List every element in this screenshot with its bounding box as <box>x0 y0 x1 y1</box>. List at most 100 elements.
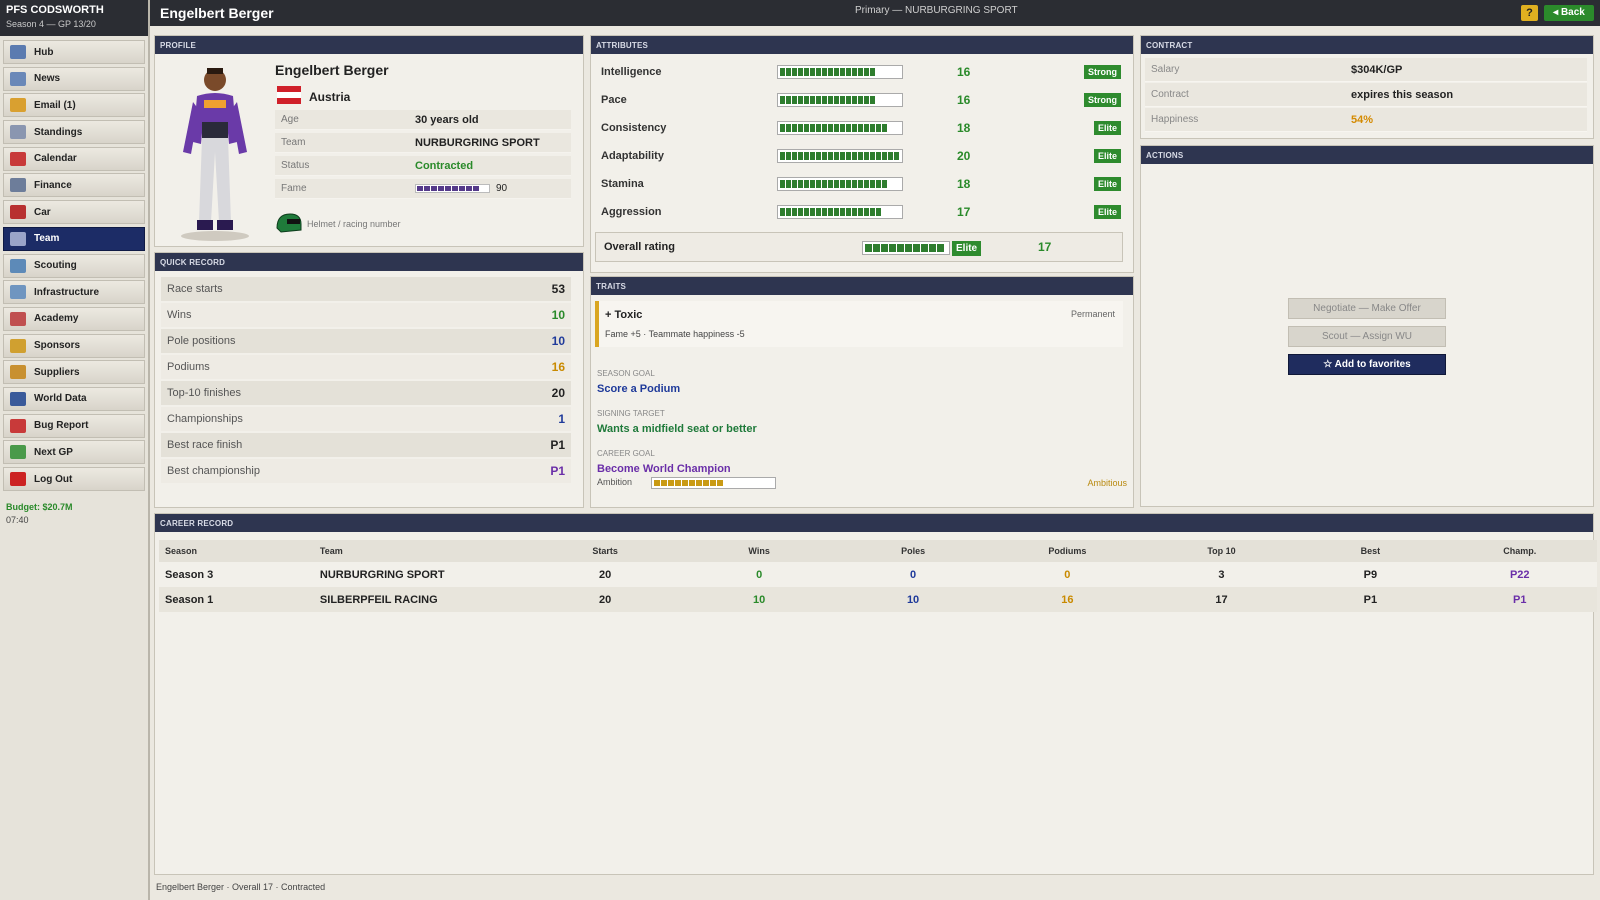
table-cell: 0 <box>836 562 991 587</box>
sidebar-item-scouting[interactable]: Scouting <box>3 253 145 278</box>
fame-segment <box>431 186 437 191</box>
quick-record-value: 16 <box>551 360 565 374</box>
attribute-bar <box>777 121 903 135</box>
attribute-bar-segment <box>846 152 851 160</box>
sidebar-item-car[interactable]: Car <box>3 200 145 225</box>
attribute-bar-segment <box>786 68 791 76</box>
back-button[interactable]: ◂ Back <box>1544 5 1594 21</box>
sidebar-item-infrastructure[interactable]: Infrastructure <box>3 280 145 305</box>
attribute-bar-segment <box>846 68 851 76</box>
sidebar-item-next-gp[interactable]: Next GP <box>3 440 145 465</box>
sidebar-item-standings[interactable]: Standings <box>3 120 145 145</box>
attribute-bar-segment <box>834 180 839 188</box>
career-record-header: CAREER RECORD <box>155 514 1593 532</box>
sidebar-item-sponsors[interactable]: Sponsors <box>3 333 145 358</box>
quick-record-row: Best championship P1 <box>161 459 571 483</box>
attribute-bar-segment <box>858 124 863 132</box>
sidebar-item-suppliers[interactable]: Suppliers <box>3 360 145 385</box>
overall-bar-segment <box>905 244 912 252</box>
attribute-bar-segment <box>822 208 827 216</box>
sidebar-item-academy[interactable]: Academy <box>3 306 145 331</box>
sidebar-item-log-out[interactable]: Log Out <box>3 467 145 491</box>
driver-country: Austria <box>309 90 351 104</box>
attribute-bar-segment <box>792 68 797 76</box>
attribute-bar-segment <box>888 152 893 160</box>
table-cell: 20 <box>528 587 683 612</box>
helmet-icon <box>276 213 302 233</box>
fame-value: 90 <box>496 183 508 194</box>
suppliers-icon <box>10 365 26 380</box>
sidebar-item-news[interactable]: News <box>3 66 145 91</box>
profile-header: PROFILE <box>155 36 583 54</box>
attribute-bar-segment <box>840 208 845 216</box>
sidebar-item-label: Team <box>34 233 60 245</box>
profile-label: Age <box>281 114 299 125</box>
quick-record-row: Race starts 53 <box>161 277 571 301</box>
profile-value: 30 years old <box>415 113 479 126</box>
fame-segment <box>417 186 423 191</box>
quick-record-header: QUICK RECORD <box>155 253 583 271</box>
help-button[interactable]: ? <box>1521 5 1538 21</box>
attribute-bar-segment <box>846 208 851 216</box>
table-cell: 0 <box>990 562 1145 587</box>
profile-row-age: Age 30 years old <box>275 110 571 130</box>
attribute-bar-segment <box>810 180 815 188</box>
sidebar-item-hub[interactable]: Hub <box>3 40 145 64</box>
attribute-bar <box>777 205 903 219</box>
sidebar-item-label: World Data <box>34 393 87 405</box>
scout-button[interactable]: Scout — Assign WU <box>1288 326 1446 347</box>
attribute-bar-segment <box>858 180 863 188</box>
attribute-bar-segment <box>816 124 821 132</box>
attribute-bar-segment <box>834 96 839 104</box>
attribute-bar-segment <box>876 124 881 132</box>
attribute-row: Aggression 17 Elite <box>597 200 1121 224</box>
fame-segment <box>424 186 430 191</box>
attribute-bar-segment <box>822 96 827 104</box>
overall-rating: Overall rating Elite 17 <box>595 232 1123 262</box>
sidebar-item-bug-report[interactable]: Bug Report <box>3 413 145 438</box>
attribute-bar-segment <box>786 208 791 216</box>
attribute-bar-segment <box>876 152 881 160</box>
attribute-value: 17 <box>957 205 971 219</box>
attribute-bar-segment <box>864 68 869 76</box>
add-to-favorites-button[interactable]: ☆ Add to favorites <box>1288 354 1446 375</box>
attribute-row: Intelligence 16 Strong <box>597 60 1121 84</box>
attribute-bar-segment <box>852 124 857 132</box>
attribute-value: 16 <box>957 93 971 107</box>
attribute-bar-segment <box>798 180 803 188</box>
attribute-bar-segment <box>852 180 857 188</box>
attribute-value: 20 <box>957 149 971 163</box>
sidebar-item-world-data[interactable]: World Data <box>3 386 145 411</box>
attribute-bar-segment <box>816 68 821 76</box>
attribute-bar-segment <box>786 124 791 132</box>
quick-record-label: Podiums <box>167 361 210 373</box>
contract-header: CONTRACT <box>1141 36 1593 54</box>
attribute-bar-segment <box>894 152 899 160</box>
signing-target: Wants a midfield seat or better <box>597 423 757 435</box>
column-header: Wins <box>682 540 837 562</box>
sidebar-nav: Hub News Email (1) Standings Calendar Finance… <box>0 36 148 498</box>
austria-flag-icon <box>277 86 301 104</box>
sidebar-item-email-1[interactable]: Email (1) <box>3 93 145 118</box>
top-bar: Engelbert Berger Primary — NURBURGRING S… <box>150 0 1600 26</box>
sidebar-item-calendar[interactable]: Calendar <box>3 146 145 171</box>
attribute-bar-segment <box>798 68 803 76</box>
career-goal: Become World Champion <box>597 463 731 475</box>
attribute-label: Consistency <box>601 122 667 134</box>
attribute-badge: Elite <box>1093 177 1121 191</box>
attribute-bar-segment <box>858 96 863 104</box>
attribute-bar-segment <box>882 180 887 188</box>
attribute-bar-segment <box>840 68 845 76</box>
finance-icon <box>10 178 26 193</box>
attribute-bar-segment <box>804 152 809 160</box>
attribute-bar-segment <box>852 96 857 104</box>
negotiate-button[interactable]: Negotiate — Make Offer <box>1288 298 1446 319</box>
attribute-row: Stamina 18 Elite <box>597 172 1121 196</box>
attribute-bar-segment <box>840 96 845 104</box>
world-data-icon <box>10 391 26 406</box>
profile-label: Fame <box>281 183 307 194</box>
sidebar-item-finance[interactable]: Finance <box>3 173 145 198</box>
sidebar-item-team[interactable]: Team <box>3 226 145 251</box>
ambition-bar-segment <box>654 480 660 486</box>
quick-record-value: 20 <box>551 386 565 400</box>
